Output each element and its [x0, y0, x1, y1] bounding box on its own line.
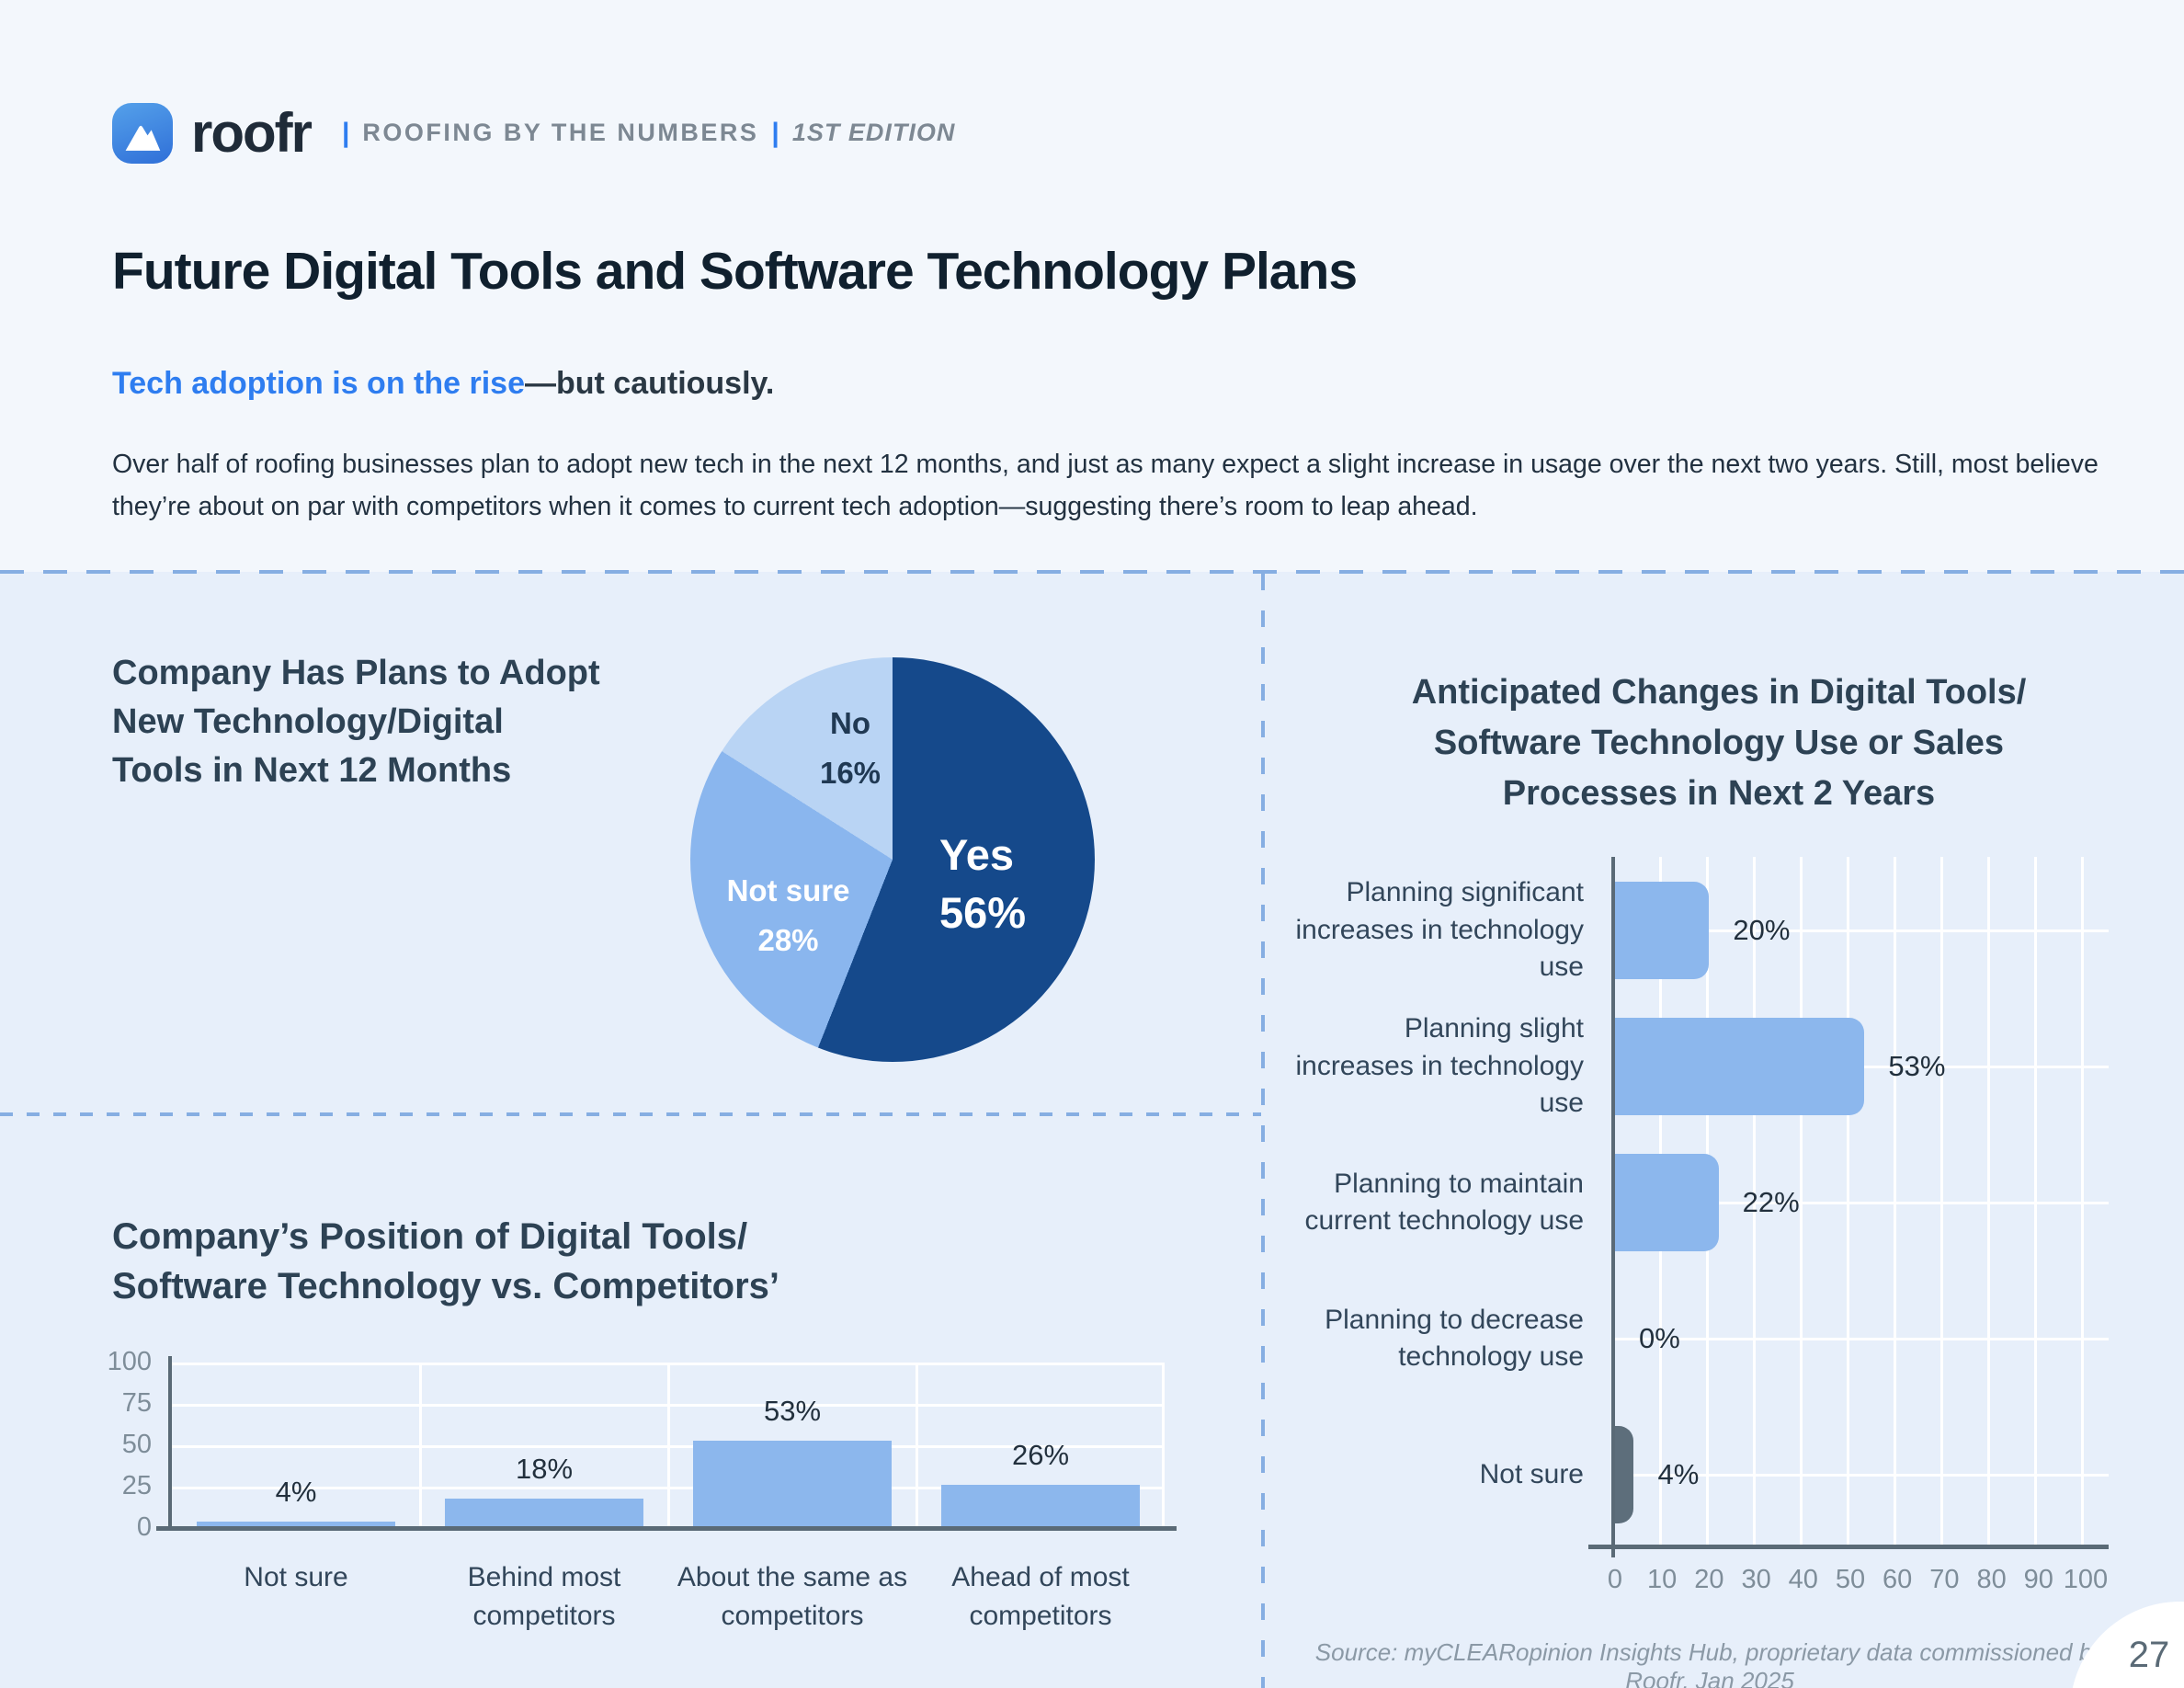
- hbar-x-tick-label: 50: [1835, 1565, 1866, 1594]
- title-line: Software Technology vs. Competitors’: [112, 1266, 780, 1306]
- vbar-x-axis: [156, 1526, 1177, 1531]
- vbar-category-label: Not sure: [244, 1562, 348, 1592]
- vbar-value-label: 18%: [515, 1452, 574, 1485]
- intro-paragraph: Over half of roofing businesses plan to …: [112, 450, 2099, 522]
- vbar-col-gridline: [1162, 1363, 1165, 1528]
- hbar-value-label: 53%: [1888, 1050, 1946, 1082]
- hbar-x-axis: [1588, 1545, 2109, 1549]
- vbar-y-tick-label: 50: [121, 1430, 152, 1459]
- divider-horizontal-left: [0, 1112, 1261, 1116]
- hbar-row-gridline: [1615, 1473, 2109, 1477]
- vbar-bar: [941, 1485, 1140, 1528]
- hbar-x-tick-label: 100: [2063, 1565, 2109, 1594]
- hbar-row-gridline: [1615, 1201, 2109, 1204]
- page-header: roofr | ROOFING BY THE NUMBERS | 1ST EDI…: [112, 101, 955, 165]
- title-line: Processes in Next 2 Years: [1502, 774, 1936, 814]
- page-subtitle: Tech adoption is on the rise—but cautiou…: [112, 366, 774, 402]
- title-line: New Technology/Digital: [112, 702, 504, 742]
- hbar-category-label: Planning to maintain current technology …: [1304, 1168, 1584, 1237]
- pie-slice-name: Yes: [939, 830, 1015, 879]
- pie-label-no: No 16%: [777, 699, 924, 799]
- hbar-x-tick-label: 10: [1647, 1565, 1678, 1594]
- pie-label-not-sure: Not sure 28%: [699, 866, 878, 966]
- hbar-x-tick-label: 30: [1741, 1565, 1771, 1594]
- hbar-value-label: 20%: [1733, 914, 1791, 946]
- brand-wordmark: roofr: [191, 102, 313, 164]
- pie-chart-title: Company Has Plans to Adopt New Technology…: [112, 649, 737, 796]
- vbar-y-tick-label: 25: [121, 1471, 152, 1500]
- title-line: Tools in Next 12 Months: [112, 751, 512, 791]
- hbar-bar: [1615, 882, 1710, 979]
- hbar-category-label: Not sure: [1479, 1458, 1584, 1489]
- vbar-bar: [197, 1521, 395, 1528]
- vbar-y-tick-label: 100: [107, 1347, 152, 1376]
- vbar-y-tick-label: 75: [121, 1388, 152, 1418]
- pie-slice-name: No: [830, 706, 870, 740]
- pie-slice-name: Not sure: [726, 873, 850, 907]
- hbar-bar: [1615, 1018, 1865, 1115]
- vbar-category-label: About the same as competitors: [677, 1562, 908, 1631]
- hbar-value-label: 0%: [1639, 1322, 1680, 1354]
- hbar-x-tick-label: 70: [1929, 1565, 1960, 1594]
- hbar-category-label: Planning to decrease technology use: [1325, 1304, 1584, 1373]
- subtitle-highlight: Tech adoption is on the rise: [112, 366, 525, 401]
- hbar-x-tick-label: 0: [1607, 1565, 1623, 1594]
- title-line: Company Has Plans to Adopt: [112, 654, 600, 692]
- vbar-bar: [693, 1440, 892, 1528]
- vbar-value-label: 53%: [763, 1394, 822, 1427]
- vbar-value-label: 26%: [1011, 1439, 1070, 1472]
- pie-slice-pct: 16%: [819, 756, 882, 791]
- hbar-x-tick-label: 60: [1883, 1565, 1913, 1594]
- hbar-y-axis: [1611, 857, 1615, 1557]
- hbar-x-tick-label: 90: [2023, 1565, 2053, 1594]
- pie-slice-pct: 28%: [757, 923, 819, 958]
- report-edition: 1ST EDITION: [791, 119, 956, 146]
- mountain-roof-icon: [125, 125, 161, 151]
- vbar-bar: [445, 1498, 643, 1528]
- vbar-chart-title: Company’s Position of Digital Tools/Soft…: [112, 1212, 939, 1311]
- hbar-row-gridline: [1615, 929, 2109, 932]
- pipe-separator: |: [771, 117, 779, 148]
- source-note: Source: myCLEARopinion Insights Hub, pro…: [1314, 1638, 2105, 1688]
- page-number: 27: [2128, 1635, 2170, 1675]
- pie-chart: [690, 657, 1095, 1062]
- hbar-row-gridline: [1615, 1337, 2109, 1340]
- hbar-bar: [1615, 1154, 1719, 1251]
- vbar-col-gridline: [418, 1363, 422, 1528]
- hbar-value-label: 4%: [1657, 1458, 1700, 1490]
- vbar-y-tick-label: 0: [136, 1512, 152, 1542]
- hbar-x-tick-label: 80: [1976, 1565, 2007, 1594]
- hbar-x-tick-label: 20: [1694, 1565, 1724, 1594]
- subtitle-rest: —but cautiously.: [524, 366, 775, 401]
- title-line: Anticipated Changes in Digital Tools/: [1411, 673, 2027, 712]
- report-tagline: ROOFING BY THE NUMBERS: [362, 119, 759, 146]
- header-tagline-group: | ROOFING BY THE NUMBERS | 1ST EDITION: [342, 118, 955, 149]
- vbar-category-label: Behind most competitors: [467, 1562, 621, 1631]
- vbar-y-axis: [168, 1356, 172, 1531]
- vbar-category-label: Ahead of most competitors: [951, 1562, 1130, 1631]
- title-line: Software Technology Use or Sales: [1433, 724, 2005, 763]
- hbar-x-tick-label: 40: [1788, 1565, 1818, 1594]
- divider-horizontal-top: [0, 570, 2184, 574]
- vbar-col-gridline: [666, 1363, 670, 1528]
- hbar-category-label: Planning slight increases in technology …: [1295, 1013, 1584, 1119]
- hbar-chart-title: Anticipated Changes in Digital Tools/Sof…: [1305, 667, 2133, 819]
- pie-label-yes: Yes 56%: [939, 826, 1026, 942]
- divider-vertical: [1261, 574, 1265, 1688]
- vbar-col-gridline: [915, 1363, 918, 1528]
- page-title: Future Digital Tools and Software Techno…: [112, 242, 1358, 301]
- hbar-category-label: Planning significant increases in techno…: [1295, 877, 1584, 983]
- pipe-separator: |: [341, 117, 350, 148]
- roofr-logo-icon: [112, 102, 173, 164]
- hbar-value-label: 22%: [1742, 1186, 1800, 1218]
- pie-slice-pct: 56%: [939, 888, 1027, 938]
- title-line: Company’s Position of Digital Tools/: [112, 1216, 748, 1257]
- vbar-value-label: 4%: [275, 1475, 317, 1508]
- hbar-bar: [1615, 1426, 1634, 1523]
